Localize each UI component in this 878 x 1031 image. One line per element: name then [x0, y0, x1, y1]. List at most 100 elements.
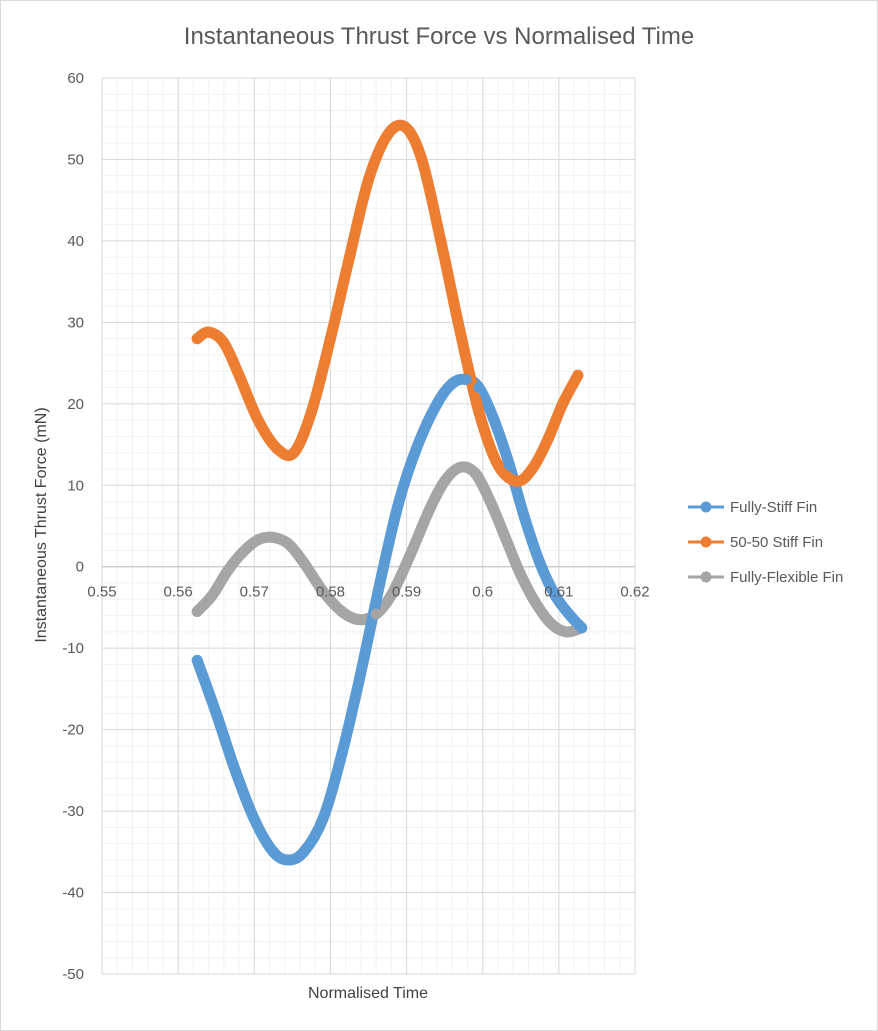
legend-label: Fully-Stiff Fin: [730, 499, 817, 516]
data-point: [446, 377, 458, 389]
data-point: [492, 459, 504, 471]
data-point: [283, 854, 295, 866]
data-point: [412, 439, 424, 451]
series-lines: [191, 119, 588, 866]
y-tick-label: 50: [67, 151, 84, 168]
x-tick-label: 0.6: [472, 584, 493, 601]
data-point: [423, 504, 435, 516]
data-point: [317, 813, 329, 825]
data-point: [233, 369, 245, 381]
data-point: [500, 532, 512, 544]
data-point: [557, 398, 569, 410]
data-point: [549, 589, 561, 601]
data-point: [526, 463, 538, 475]
data-point: [439, 475, 451, 487]
x-tick-label: 0.55: [87, 584, 116, 601]
data-point: [545, 618, 557, 630]
data-point: [382, 129, 394, 141]
x-tick-label: 0.59: [392, 584, 421, 601]
data-point: [399, 121, 411, 133]
data-point: [252, 534, 264, 546]
y-tick-label: 20: [67, 396, 84, 413]
data-point: [374, 577, 386, 589]
legend-marker: [700, 571, 712, 583]
data-point: [511, 475, 523, 487]
data-point: [237, 546, 249, 558]
data-point: [385, 589, 397, 601]
data-point: [541, 434, 553, 446]
y-tick-label: -10: [62, 640, 84, 657]
y-tick-label: 40: [67, 233, 84, 250]
data-point: [336, 748, 348, 760]
data-point: [534, 557, 546, 569]
data-point: [191, 606, 203, 618]
y-tick-label: 30: [67, 314, 84, 331]
legend-label: 50-50 Stiff Fin: [730, 534, 823, 551]
x-tick-label: 0.56: [164, 584, 193, 601]
y-tick-label: -20: [62, 722, 84, 739]
data-point: [404, 549, 416, 561]
data-point: [484, 496, 496, 508]
data-point: [298, 557, 310, 569]
data-point: [460, 373, 472, 385]
chart-title: Instantaneous Thrust Force vs Normalised…: [184, 23, 694, 50]
data-point: [191, 654, 203, 666]
data-point: [317, 585, 329, 597]
data-point: [454, 461, 466, 473]
data-point: [363, 174, 374, 186]
data-point: [355, 667, 367, 679]
data-point: [393, 496, 405, 508]
gridlines: [101, 77, 636, 975]
series-line: [191, 373, 588, 866]
y-tick-label: 0: [76, 559, 84, 576]
data-point: [572, 369, 584, 381]
data-point: [564, 610, 576, 622]
data-point: [530, 597, 542, 609]
legend-label: Fully-Flexible Fin: [730, 569, 843, 586]
data-point: [288, 447, 300, 459]
data-point: [336, 606, 348, 618]
data-point: [324, 333, 336, 345]
data-point: [576, 622, 588, 634]
data-point: [560, 626, 572, 638]
y-tick-label: 10: [67, 477, 84, 494]
data-point: [218, 337, 230, 349]
legend: Fully-Stiff Fin 50-50 Stiff Fin Fully-Flex…: [688, 499, 843, 586]
data-point: [191, 333, 203, 345]
data-point: [488, 414, 500, 426]
x-tick-label: 0.61: [544, 584, 573, 601]
data-point: [370, 608, 382, 620]
data-point: [248, 813, 260, 825]
y-tick-labels: 60 50 40 30 20 10 0 -10 -20 -30 -40 -50: [62, 70, 84, 983]
y-tick-label: -50: [62, 966, 84, 983]
y-tick-label: 60: [67, 70, 84, 87]
x-tick-label: 0.62: [620, 584, 649, 601]
data-point: [503, 459, 515, 471]
legend-marker: [700, 501, 712, 513]
data-point: [222, 565, 234, 577]
data-point: [469, 467, 481, 479]
data-point: [298, 846, 310, 858]
data-point: [267, 846, 279, 858]
y-tick-label: -40: [62, 885, 84, 902]
x-tick-label: 0.58: [316, 584, 345, 601]
data-point: [267, 531, 279, 543]
data-point: [210, 707, 222, 719]
data-point: [283, 538, 295, 550]
data-point: [229, 764, 241, 776]
data-point: [454, 325, 466, 337]
x-tick-label: 0.57: [240, 584, 269, 601]
data-point: [203, 326, 215, 338]
x-tick-labels: 0.55 0.56 0.57 0.58 0.59 0.6 0.61 0.62: [87, 584, 649, 601]
data-point: [252, 414, 264, 426]
legend-marker: [700, 536, 712, 548]
data-point: [305, 406, 317, 418]
data-point: [353, 614, 365, 626]
data-point: [206, 589, 218, 601]
x-axis-label: Normalised Time: [308, 985, 428, 1002]
data-point: [473, 382, 485, 394]
y-tick-label: -30: [62, 803, 84, 820]
data-point: [435, 235, 447, 247]
